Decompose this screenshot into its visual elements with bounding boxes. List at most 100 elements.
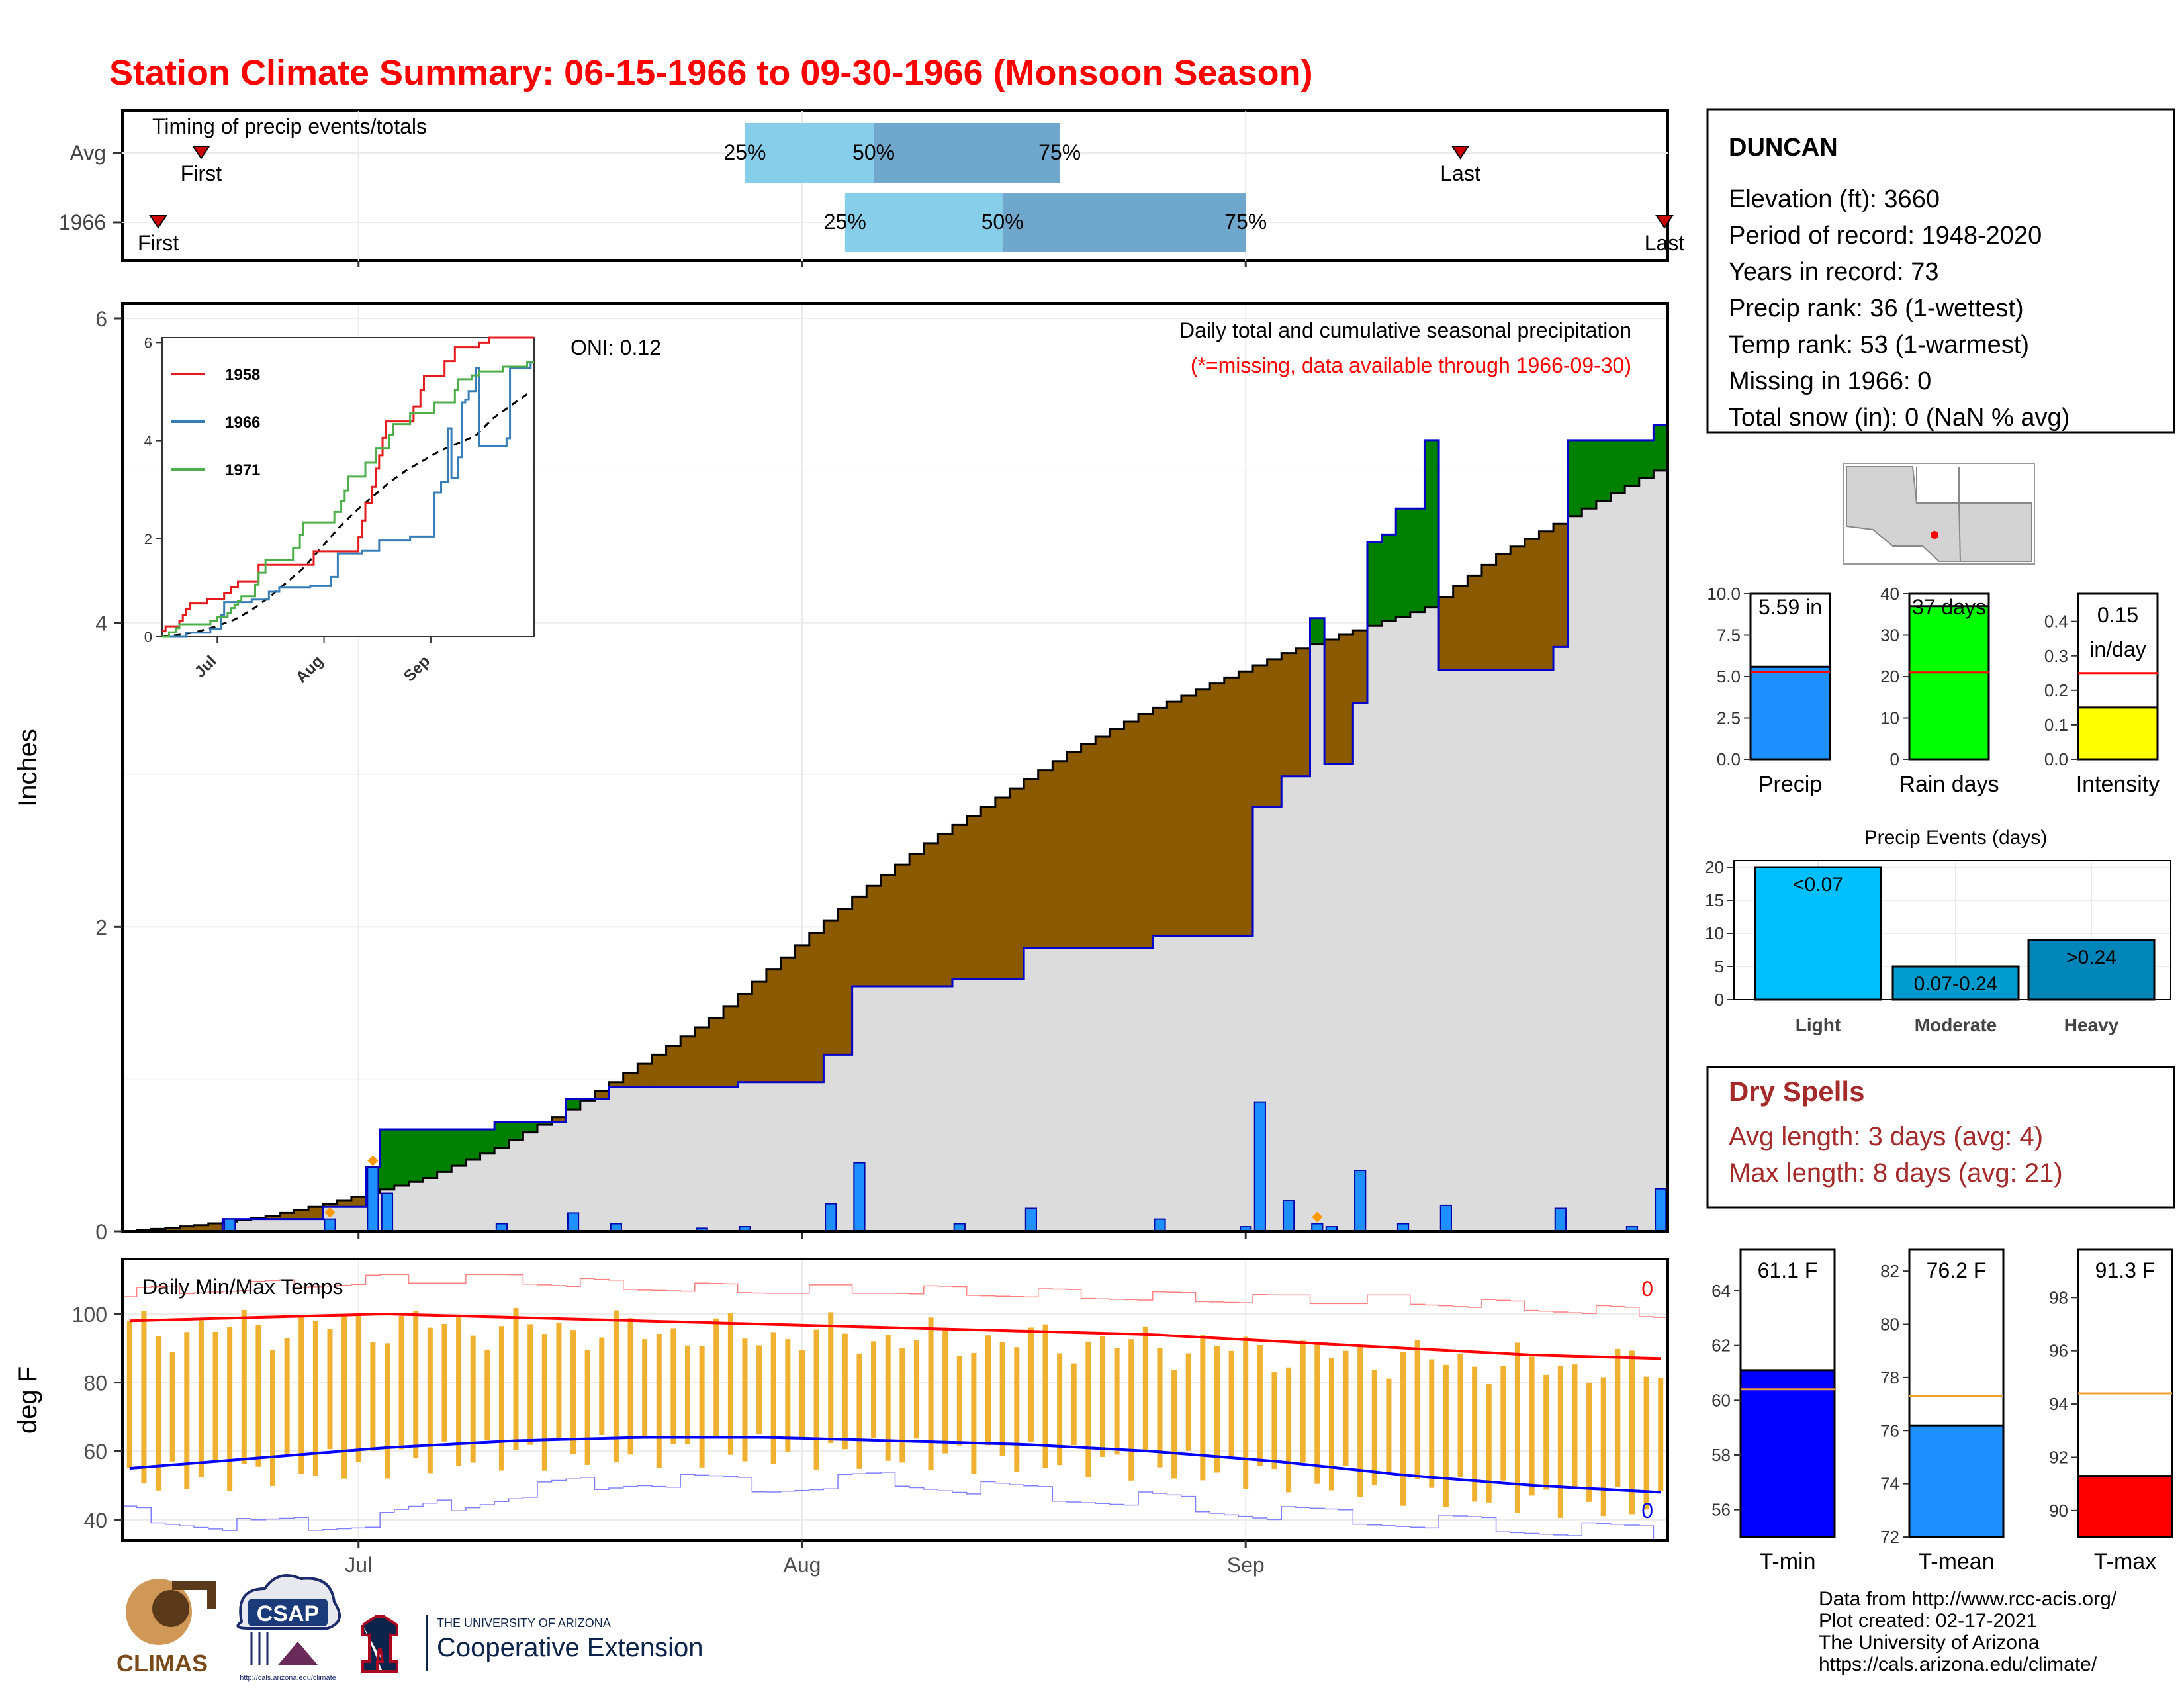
daily-temp-bar: [999, 1342, 1005, 1456]
record-low-line: [122, 1472, 1668, 1541]
daily-temp-bar: [1128, 1339, 1134, 1481]
daily-temp-bar: [928, 1317, 934, 1470]
daily-temp-bar: [1572, 1364, 1578, 1489]
temp-bar-value-label: 91.3 F: [2095, 1258, 2156, 1282]
daily-temp-bar: [484, 1349, 490, 1440]
daily-precip-bar: [1655, 1188, 1667, 1232]
daily-temp-bar: [828, 1312, 834, 1444]
inset-y-tick-label-0: 0: [144, 629, 152, 645]
daily-precip-bar: [567, 1212, 580, 1233]
timing-bar-50-75-0: [874, 123, 1060, 183]
credit-university: The University of Arizona: [1819, 1632, 2040, 1654]
daily-temp-bar: [156, 1336, 161, 1491]
temp-bar-y-tick-label: 74: [1880, 1474, 1899, 1494]
temp-bar-axis-label: T-mean: [1918, 1549, 1994, 1574]
daily-temp-bar: [770, 1332, 776, 1464]
daily-temp-bar: [1228, 1350, 1234, 1458]
daily-temp-bar: [198, 1320, 204, 1477]
deficit-segment: [1195, 689, 1210, 937]
temp-y-tick-label-40: 40: [83, 1509, 107, 1532]
timing-row-label-year: 1966: [59, 211, 106, 234]
timing-label-25-1: 25%: [824, 210, 866, 234]
daily-temp-bar: [842, 1333, 848, 1450]
daily-temp-bar: [1658, 1378, 1664, 1491]
station-info-box: DUNCAN Elevation (ft): 3660 Period of re…: [1706, 108, 2175, 434]
mini-bar-value: [1749, 665, 1831, 761]
daily-temp-bar: [126, 1321, 132, 1468]
events-bar-label-heavy: >0.24: [2066, 947, 2116, 968]
deficit-segment: [637, 1064, 653, 1087]
deficit-segment: [1238, 671, 1253, 937]
precip-daily-bars: [224, 1101, 1667, 1233]
deficit-segment: [1081, 744, 1096, 949]
deficit-segment: [308, 1207, 324, 1219]
daily-temp-bar: [1214, 1346, 1220, 1473]
state-borders: [1916, 467, 1961, 562]
deficit-segment: [709, 1018, 724, 1087]
daily-temp-bar: [1314, 1342, 1320, 1484]
temp-panel-bg: [122, 1259, 1668, 1540]
heavy-event-marker: [324, 1207, 336, 1218]
daily-temp-bar: [670, 1328, 676, 1444]
daily-temp-bar: [1142, 1326, 1148, 1451]
events-category-moderate: Moderate: [1915, 1015, 1997, 1035]
deficit-segment: [1224, 677, 1239, 937]
temp-bar-y-tick-label: 72: [1880, 1527, 1899, 1547]
daily-temp-bar: [799, 1350, 805, 1440]
deficit-segment: [780, 957, 796, 1082]
daily-temp-bar: [255, 1325, 261, 1467]
daily-temp-bar: [527, 1324, 533, 1445]
timing-bar-25-50-1: [844, 193, 1003, 252]
timing-label-75-1: 75%: [1224, 210, 1267, 234]
surplus-segment: [1410, 508, 1425, 612]
deficit-segment: [609, 1082, 624, 1087]
mini-bar-y-tick-label: 0: [1890, 749, 1899, 769]
events-y-tick-label: 0: [1715, 990, 1724, 1009]
surplus-segment: [1424, 440, 1439, 608]
csap-logo-text: CSAP: [257, 1601, 319, 1626]
timing-last-label-0: Last: [1440, 162, 1480, 185]
mini-bar-y-tick-label: 7.5: [1717, 626, 1741, 645]
daily-temp-bar: [227, 1327, 233, 1491]
daily-temp-bar: [370, 1342, 376, 1451]
timing-last-label-1: Last: [1645, 231, 1685, 255]
mini-bar-value-label: 0.15: [2097, 603, 2138, 627]
daily-temp-bar: [1443, 1364, 1449, 1507]
daily-temp-bar: [1114, 1348, 1120, 1455]
daily-temp-bar: [899, 1348, 905, 1463]
locator-map: [1843, 463, 2035, 565]
ua-a-icon: [361, 1615, 398, 1673]
temp-bar-axis-label: T-max: [2094, 1549, 2156, 1574]
deficit-segment: [279, 1213, 295, 1219]
daily-precip-bar: [224, 1218, 236, 1233]
events-y-tick-label: 10: [1705, 923, 1724, 943]
timing-label-25-0: 25%: [723, 140, 766, 164]
temp-content: [122, 1274, 1668, 1541]
surplus-segment: [437, 1129, 452, 1172]
timing-label-75-0: 75%: [1038, 140, 1081, 164]
temp-bar-y-tick-label: 76: [1880, 1421, 1899, 1440]
daily-temp-bar: [613, 1310, 619, 1463]
heavy-event-marker: [367, 1155, 379, 1166]
events-content: 0 5 10 15 20 <0.07 Light 0.07-0.24 Moderate >0.24…: [1705, 857, 2171, 1035]
temp-bar-y-tick-label: 96: [2049, 1341, 2068, 1361]
deficit-segment: [1553, 524, 1569, 647]
temp-y-axis: 40 60 80 100: [72, 1303, 122, 1532]
daily-temp-bar: [1328, 1358, 1334, 1491]
mini-bar-value: [2077, 706, 2159, 761]
daily-temp-bar: [685, 1345, 691, 1445]
daily-temp-bar: [541, 1334, 547, 1471]
daily-precip-bar: [381, 1192, 394, 1233]
daily-temp-bar: [141, 1311, 147, 1484]
surplus-segment: [1367, 541, 1383, 626]
deficit-segment: [852, 896, 867, 986]
timing-last-marker-1: [1655, 215, 1674, 229]
daily-temp-bar: [656, 1333, 662, 1468]
deficit-segment: [938, 834, 953, 986]
station-line-period: Period of record: 1948-2020: [1729, 222, 2042, 250]
deficit-segment: [594, 1091, 610, 1100]
deficit-segment: [337, 1201, 352, 1207]
daily-precip-bar: [1154, 1218, 1166, 1233]
daily-temp-bar: [1629, 1350, 1635, 1515]
events-bar-label-moderate: 0.07-0.24: [1914, 973, 1998, 995]
